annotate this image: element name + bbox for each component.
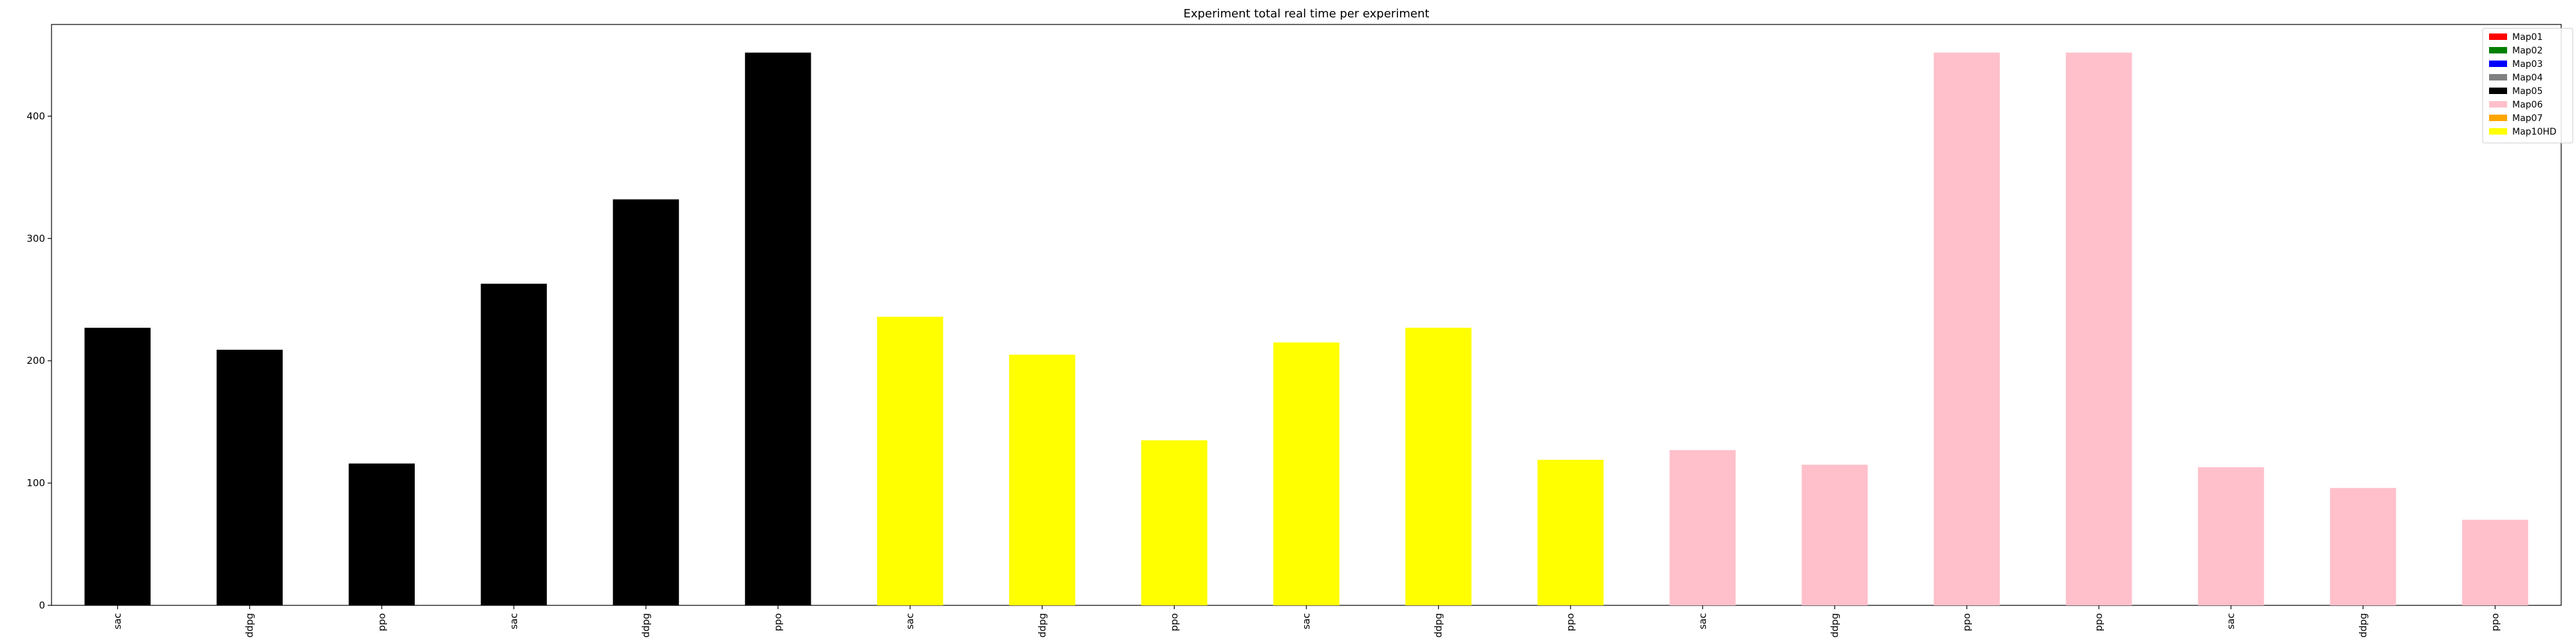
- legend-label: Map03: [2512, 59, 2543, 70]
- bar-19: [2462, 520, 2528, 605]
- legend-swatch: [2489, 47, 2507, 53]
- x-tick-label: ppo: [1168, 613, 1180, 631]
- bar-7: [876, 316, 943, 605]
- bar-17: [2197, 467, 2264, 605]
- legend-label: Map10HD: [2512, 127, 2557, 137]
- bar-10: [1273, 342, 1340, 605]
- bars-group: [84, 52, 2528, 606]
- bar-9: [1141, 440, 1208, 605]
- bar-11: [1405, 327, 1472, 605]
- legend-swatch: [2489, 101, 2507, 108]
- x-tick-label: ddpg: [1829, 613, 1841, 638]
- bar-8: [1009, 354, 1075, 605]
- legend-label: Map07: [2512, 113, 2543, 124]
- legend-label: Map01: [2512, 32, 2543, 43]
- bar-5: [612, 199, 679, 606]
- legend-label: Map04: [2512, 73, 2543, 83]
- x-tick-label: ppo: [2093, 613, 2105, 631]
- y-tick-label: 200: [26, 355, 45, 366]
- legend-label: Map05: [2512, 86, 2543, 97]
- x-tick-label: ddpg: [2357, 613, 2369, 638]
- bar-14: [1801, 464, 1868, 605]
- legend-swatch: [2489, 128, 2507, 135]
- chart-title: Experiment total real time per experimen…: [1184, 7, 1430, 21]
- y-axis-ticks: 0 100 200 300 400: [26, 110, 52, 611]
- bar-3: [348, 463, 415, 605]
- legend-swatch: [2489, 88, 2507, 94]
- bar-2: [216, 350, 283, 605]
- y-tick-label: 0: [39, 600, 45, 611]
- legend-swatch: [2489, 115, 2507, 121]
- x-tick-label: ppo: [1961, 613, 1973, 631]
- x-tick-label: sac: [2225, 613, 2237, 629]
- x-tick-label: ddpg: [244, 613, 256, 638]
- legend: Map01 Map02 Map03 Map04 Map05 Map06 Map07 Map10…: [2482, 28, 2573, 144]
- x-tick-label: sac: [1301, 613, 1312, 629]
- x-tick-label: sac: [112, 613, 124, 629]
- bar-13: [1669, 450, 1736, 605]
- legend-box: [2482, 28, 2573, 144]
- x-tick-label: ppo: [772, 613, 784, 631]
- bar-18: [2330, 488, 2396, 605]
- y-tick-label: 300: [26, 232, 45, 244]
- x-tick-label: ddpg: [640, 613, 652, 638]
- legend-swatch: [2489, 74, 2507, 80]
- bar-6: [744, 52, 811, 606]
- x-tick-label: sac: [508, 613, 520, 629]
- x-tick-label: ppo: [376, 613, 388, 631]
- bar-4: [480, 283, 547, 605]
- y-tick-label: 100: [26, 477, 45, 489]
- bar-16: [2065, 52, 2132, 606]
- legend-swatch: [2489, 61, 2507, 67]
- x-tick-label: ppo: [2489, 613, 2501, 631]
- x-tick-label: ddpg: [1433, 613, 1444, 638]
- legend-swatch: [2489, 33, 2507, 40]
- x-tick-label: ddpg: [1036, 613, 1048, 638]
- legend-label: Map02: [2512, 46, 2543, 56]
- x-tick-label: sac: [1697, 613, 1709, 629]
- x-axis-ticks: sac ddpg ppo sac ddpg ppo sac ddpg ppo sac ddpg ppo…: [112, 605, 2501, 638]
- x-tick-label: ppo: [1565, 613, 1577, 631]
- bar-12: [1537, 460, 1604, 605]
- y-tick-label: 400: [26, 110, 45, 122]
- x-tick-label: sac: [904, 613, 916, 629]
- bar-1: [84, 327, 151, 605]
- bar-15: [1933, 52, 2000, 606]
- legend-label: Map06: [2512, 100, 2543, 110]
